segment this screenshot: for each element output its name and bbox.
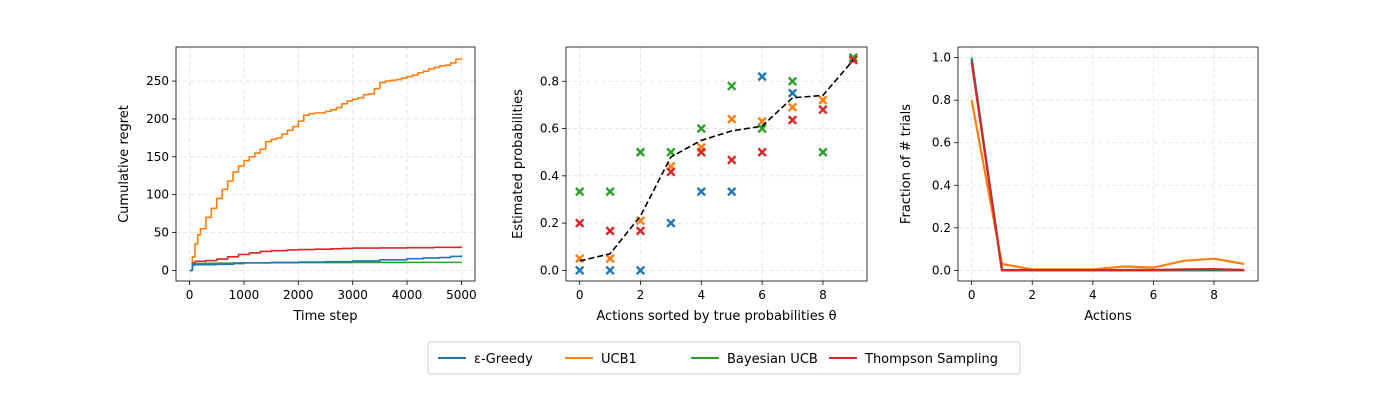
y-tick-label: 50 bbox=[154, 226, 169, 240]
y-tick-label: 0.6 bbox=[540, 122, 559, 136]
scatter-marker-bayesian_ucb bbox=[635, 147, 646, 157]
y-tick-label: 200 bbox=[146, 112, 169, 126]
axes-frame bbox=[565, 46, 868, 282]
x-tick-label: 8 bbox=[1210, 288, 1218, 302]
y-tick-label: 0.6 bbox=[932, 136, 951, 150]
y-tick-label: 0.8 bbox=[540, 74, 559, 88]
scatter-marker-bayesian_ucb bbox=[848, 52, 858, 63]
scatter-marker-epsilon_greedy bbox=[635, 265, 646, 276]
y-tick-label: 150 bbox=[146, 150, 169, 164]
axes-frame bbox=[175, 46, 476, 282]
scatter-marker-epsilon_greedy bbox=[666, 218, 676, 228]
scatter-marker-ucb1 bbox=[605, 253, 615, 264]
y-tick-label: 0.4 bbox=[540, 169, 559, 183]
axes-frame bbox=[957, 46, 1259, 282]
scatter-marker-ucb1 bbox=[575, 253, 585, 264]
scatter-marker-bayesian_ucb bbox=[818, 147, 828, 157]
x-tick-label: 0 bbox=[968, 288, 976, 302]
scatter-marker-epsilon_greedy bbox=[575, 265, 585, 276]
y-axis-label: Fraction of # trials bbox=[899, 104, 914, 224]
plot-area bbox=[970, 57, 1245, 272]
scatter-marker-thompson bbox=[757, 147, 767, 157]
x-tick-label: 4 bbox=[1089, 288, 1097, 302]
legend-label-ucb1: UCB1 bbox=[601, 352, 637, 367]
plot-area bbox=[575, 52, 858, 276]
y-tick-label: 0.0 bbox=[540, 263, 559, 277]
plot-area bbox=[189, 58, 463, 272]
y-tick-label: 0.2 bbox=[932, 221, 951, 235]
scatter-marker-epsilon_greedy bbox=[696, 187, 706, 197]
scatter-marker-epsilon_greedy bbox=[605, 265, 615, 276]
scatter-marker-epsilon_greedy bbox=[787, 88, 798, 98]
scatter-marker-thompson bbox=[666, 167, 676, 177]
series-line-bayesian_ucb bbox=[970, 57, 1245, 272]
scatter-marker-thompson bbox=[575, 218, 585, 228]
scatter-marker-ucb1 bbox=[787, 102, 798, 112]
legend: ε-Greedy UCB1 Bayesian UCB Thompson Samplin… bbox=[427, 341, 1021, 375]
y-tick-label: 0.8 bbox=[932, 93, 951, 107]
y-tick-label: 250 bbox=[146, 74, 169, 88]
y-tick-label: 0.2 bbox=[540, 216, 559, 230]
x-tick-label: 0 bbox=[576, 288, 584, 302]
scatter-marker-thompson bbox=[727, 155, 737, 165]
chart-panel-3: 0 2 4 6 8 0.0 0.2 0.4 0.6 0.8 1.0 Actions Fraction o… bbox=[899, 46, 1259, 324]
scatter-marker-thompson bbox=[818, 104, 828, 115]
x-tick-label: 4 bbox=[697, 288, 705, 302]
x-axis-label: Time step bbox=[292, 309, 357, 324]
series-line-ucb1 bbox=[189, 58, 463, 272]
scatter-marker-thompson bbox=[635, 226, 646, 236]
scatter-marker-thompson bbox=[696, 147, 706, 157]
chart-panel-1: 0 1000 2000 3000 4000 5000 0 50 100 150 200 250 Time… bbox=[117, 46, 477, 324]
y-tick-label: 0.4 bbox=[932, 178, 951, 192]
x-tick-label: 6 bbox=[758, 288, 766, 302]
y-tick-label: 100 bbox=[146, 188, 169, 202]
scatter-marker-bayesian_ucb bbox=[787, 76, 798, 86]
x-tick-label: 2 bbox=[1028, 288, 1036, 302]
series-line-thompson bbox=[970, 61, 1245, 272]
scatter-marker-epsilon_greedy bbox=[757, 71, 767, 82]
legend-box bbox=[427, 341, 1021, 375]
x-tick-label: 0 bbox=[186, 288, 194, 302]
x-tick-label: 6 bbox=[1150, 288, 1158, 302]
x-axis-label: Actions sorted by true probabilities θ bbox=[596, 309, 836, 324]
y-axis-label: Estimated probabilities bbox=[511, 89, 526, 239]
x-tick-label: 1000 bbox=[229, 288, 260, 302]
scatter-marker-bayesian_ucb bbox=[727, 81, 737, 91]
series-line-ucb1 bbox=[970, 99, 1245, 271]
x-tick-label: 4000 bbox=[392, 288, 423, 302]
scatter-marker-thompson bbox=[605, 226, 615, 236]
scatter-marker-bayesian_ucb bbox=[605, 187, 615, 197]
true-probability-line bbox=[579, 59, 854, 262]
scatter-marker-bayesian_ucb bbox=[696, 123, 706, 134]
legend-label-thompson: Thompson Sampling bbox=[864, 352, 998, 367]
x-tick-label: 2 bbox=[637, 288, 645, 302]
series-line-epsilon_greedy bbox=[189, 255, 463, 272]
legend-label-epsilon_greedy: ε-Greedy bbox=[474, 352, 533, 367]
scatter-marker-epsilon_greedy bbox=[727, 187, 737, 197]
y-tick-label: 0 bbox=[161, 263, 169, 277]
series-line-thompson bbox=[189, 246, 463, 272]
scatter-marker-bayesian_ucb bbox=[757, 123, 767, 134]
y-tick-label: 1.0 bbox=[932, 51, 951, 65]
x-tick-label: 5000 bbox=[446, 288, 477, 302]
series-line-epsilon_greedy bbox=[970, 59, 1245, 272]
x-tick-label: 3000 bbox=[337, 288, 368, 302]
scatter-marker-ucb1 bbox=[727, 114, 737, 124]
series-line-bayesian_ucb bbox=[189, 261, 463, 272]
x-tick-label: 8 bbox=[819, 288, 827, 302]
x-axis-label: Actions bbox=[1084, 309, 1132, 324]
y-axis-label: Cumulative regret bbox=[117, 105, 132, 223]
x-tick-label: 2000 bbox=[283, 288, 314, 302]
scatter-marker-ucb1 bbox=[818, 95, 828, 105]
legend-label-bayesian_ucb: Bayesian UCB bbox=[727, 352, 818, 367]
scatter-marker-bayesian_ucb bbox=[575, 187, 585, 197]
chart-panel-2: 0 2 4 6 8 0.0 0.2 0.4 0.6 0.8 Actions sorted by tr… bbox=[511, 46, 868, 324]
y-tick-label: 0.0 bbox=[932, 263, 951, 277]
scatter-marker-thompson bbox=[787, 115, 798, 125]
